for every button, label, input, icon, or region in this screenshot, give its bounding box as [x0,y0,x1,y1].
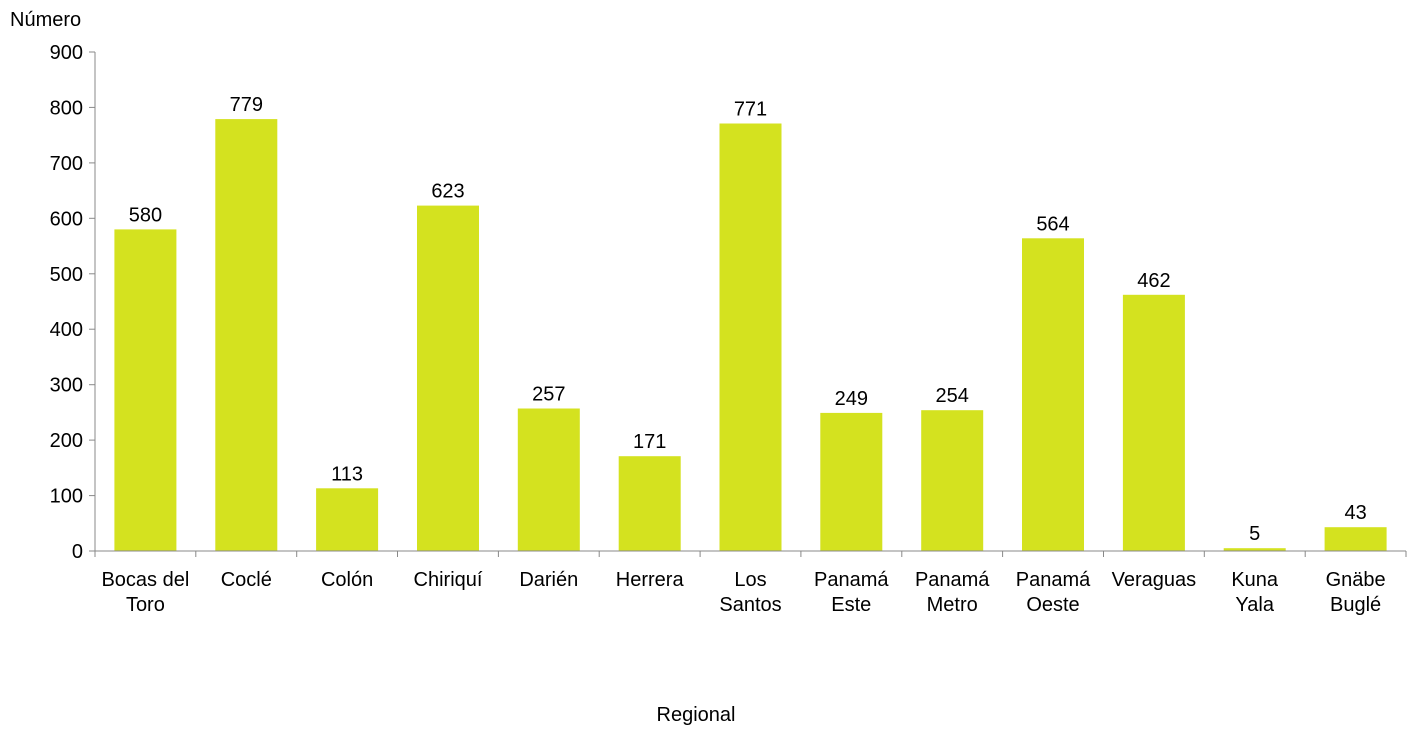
y-tick-label: 700 [50,153,83,175]
bar [1324,527,1387,551]
y-tick-label: 300 [50,375,83,397]
bar [215,119,278,551]
y-axis-title: Número [10,9,81,31]
data-label: 249 [835,388,868,410]
data-label: 254 [936,385,969,407]
x-tick-label: Herrera [616,569,685,591]
data-label: 171 [633,431,666,453]
bar [316,488,379,551]
data-label: 771 [734,99,767,121]
x-tick-label: Chiriquí [414,569,483,591]
bar [719,123,782,551]
x-tick-label: Bocas del Toro [101,569,189,616]
y-tick-label: 600 [50,208,83,230]
labels-layer: 580 779 113 623 257 171 771 249 254 564 462 5 43 0 100… [50,42,1386,616]
data-label: 5 [1249,523,1260,545]
x-tick-label: Panamá Metro [915,569,990,616]
y-tick-label: 0 [72,541,83,563]
x-tick-label: Coclé [221,569,272,591]
x-tick-label: Kuna Yala [1231,569,1279,616]
axes-layer [89,51,1407,557]
x-tick-label: Panamá Oeste [1016,569,1091,616]
x-tick-label: Gnäbe Buglé [1326,569,1386,616]
bar [114,229,177,551]
data-label: 462 [1137,270,1170,292]
bars-layer [114,119,1387,552]
y-tick-label: 500 [50,264,83,286]
bar [618,456,681,551]
data-label: 580 [129,204,162,226]
y-tick-label: 900 [50,42,83,64]
bar [1022,238,1084,552]
bar [1223,548,1286,551]
data-label: 257 [532,384,565,406]
y-tick-label: 400 [50,319,83,341]
y-tick-label: 200 [50,430,83,452]
bar [517,408,580,551]
y-tick-label: 100 [50,486,83,508]
x-axis-title: Regional [657,704,736,726]
x-tick-label: Darién [519,569,578,591]
bar [1122,294,1185,551]
data-label: 779 [230,94,263,116]
data-label: 43 [1344,502,1366,524]
x-tick-label: Panamá Este [814,569,889,616]
y-tick-label: 800 [50,97,83,119]
bar [820,412,883,551]
bar [417,205,479,551]
data-label: 623 [431,181,464,203]
data-label: 564 [1036,213,1069,235]
x-tick-label: Colón [321,569,373,591]
x-tick-label: Veraguas [1112,569,1197,591]
data-label: 113 [331,463,363,485]
x-tick-label: Los Santos [719,569,781,616]
bar [921,410,984,551]
